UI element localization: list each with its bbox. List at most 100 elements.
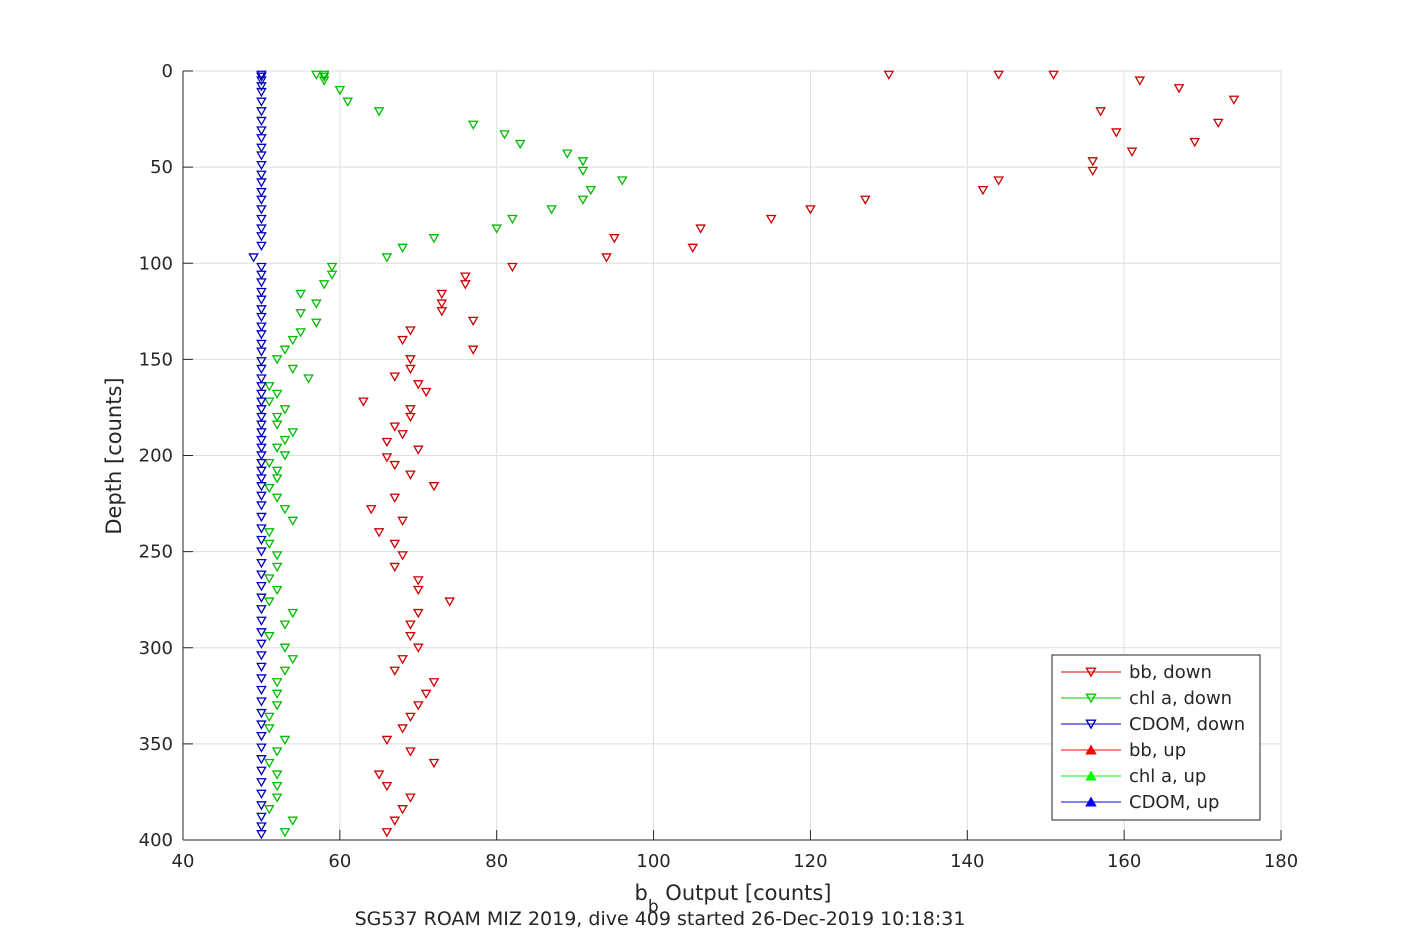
legend-entry[interactable]: chl a, up (1061, 766, 1206, 787)
legend-entry[interactable]: CDOM, down (1061, 714, 1245, 735)
data-point (271, 701, 283, 711)
data-point (271, 466, 283, 476)
y-tick-label: 350 (139, 734, 173, 755)
data-point (256, 743, 267, 753)
data-point (271, 585, 283, 596)
legend-entry[interactable]: CDOM, up (1061, 792, 1219, 813)
data-point (256, 482, 267, 492)
data-point (256, 778, 267, 788)
data-point (381, 781, 393, 792)
y-tick-label: 50 (150, 157, 173, 178)
data-point (263, 631, 275, 642)
data-point (256, 524, 267, 534)
data-point (263, 724, 275, 734)
legend-box (1051, 654, 1261, 821)
data-point (279, 451, 291, 461)
data-point (389, 422, 401, 432)
data-point (1087, 157, 1099, 167)
data-point (373, 107, 385, 117)
data-point (436, 299, 448, 309)
data-point (287, 608, 299, 619)
data-point (256, 474, 267, 484)
data-point (389, 666, 401, 676)
y-tick-label: 150 (139, 349, 173, 370)
data-point (342, 97, 354, 107)
data-point (279, 735, 291, 746)
data-point (397, 805, 408, 815)
data-point (546, 205, 557, 215)
data-point (1189, 137, 1201, 148)
data-point (373, 770, 385, 780)
data-point (412, 643, 424, 653)
data-point (271, 551, 283, 561)
data-point (256, 312, 267, 323)
data-point (412, 380, 424, 390)
data-point (256, 97, 267, 107)
legend-entry[interactable]: bb, up (1061, 740, 1186, 761)
legend-marker (1085, 719, 1097, 730)
data-point (256, 720, 267, 730)
data-point (263, 712, 275, 723)
data-point (263, 483, 275, 494)
data-point (256, 134, 267, 144)
data-point (256, 428, 267, 438)
data-point (1095, 107, 1106, 117)
data-point (256, 214, 267, 225)
data-point (397, 243, 408, 253)
data-point (577, 195, 589, 205)
data-point (311, 299, 322, 309)
data-point (318, 76, 330, 86)
legend[interactable]: bb, down chl a, down CDOM, down bb, up chl a… (1051, 654, 1261, 821)
data-point (256, 364, 267, 375)
data-point (507, 262, 518, 273)
data-point (381, 735, 393, 746)
data-point (256, 801, 267, 811)
data-point (256, 70, 267, 80)
data-point (256, 389, 267, 400)
data-point (256, 205, 267, 215)
data-point (860, 195, 871, 205)
data-point (601, 253, 612, 263)
data-point (271, 781, 283, 792)
x-axis-label-sub: b (648, 897, 659, 917)
data-point (256, 605, 267, 615)
data-point (256, 160, 267, 171)
data-point (412, 608, 424, 619)
data-point (609, 234, 620, 244)
data-point (397, 655, 408, 665)
data-point (279, 505, 291, 515)
data-point (263, 528, 275, 538)
legend-entry[interactable]: chl a, down (1061, 688, 1232, 709)
data-point (467, 120, 479, 130)
data-point (271, 474, 283, 484)
data-point (467, 345, 479, 355)
data-point (256, 674, 267, 684)
data-point (279, 405, 291, 415)
legend-label: CDOM, up (1129, 792, 1219, 813)
data-point (256, 405, 267, 415)
data-point (311, 318, 322, 328)
data-point (287, 516, 299, 526)
data-point (256, 126, 267, 136)
data-point (271, 389, 283, 400)
data-point (287, 816, 299, 826)
x-tick-label: 80 (485, 851, 508, 872)
data-point (514, 139, 526, 150)
data-point (256, 582, 267, 592)
legend-marker (1085, 796, 1097, 807)
data-point (287, 655, 299, 665)
data-point (405, 470, 416, 480)
data-point (279, 435, 291, 446)
y-tick-label: 400 (139, 830, 173, 851)
x-tick-label: 120 (793, 851, 827, 872)
data-point (373, 528, 385, 538)
y-tick-label: 0 (162, 61, 173, 82)
data-point (1126, 147, 1138, 157)
data-point (412, 445, 424, 455)
data-point (318, 70, 330, 80)
data-point (256, 278, 267, 288)
data-point (256, 82, 267, 92)
data-point (561, 149, 573, 159)
legend-entry[interactable]: bb, down (1061, 662, 1212, 683)
